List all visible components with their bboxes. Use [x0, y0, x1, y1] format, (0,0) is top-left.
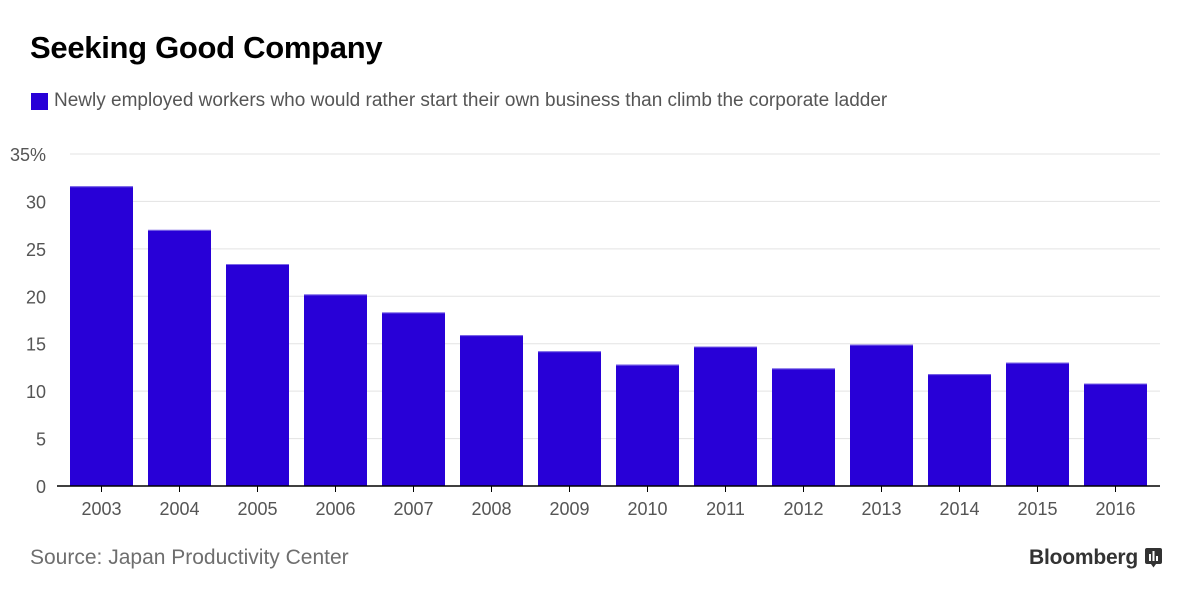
- brand-name: Bloomberg: [1029, 546, 1139, 569]
- x-tick-label: 2016: [1095, 499, 1135, 519]
- x-tick-label: 2007: [393, 499, 433, 519]
- bar-2006: [304, 294, 367, 486]
- x-tick-label: 2003: [81, 499, 121, 519]
- bar-2007: [382, 312, 445, 486]
- y-axis-ticks: 0 5 10 15 20 25 30 35%: [10, 145, 46, 497]
- x-tick-label: 2013: [861, 499, 901, 519]
- source-note: Source: Japan Productivity Center: [30, 546, 349, 569]
- x-tick-label: 2004: [159, 499, 199, 519]
- bar-2013: [850, 344, 913, 486]
- bar-2015: [1006, 362, 1069, 486]
- y-tick-label: 5: [36, 430, 46, 450]
- y-tick-label: 35%: [10, 145, 46, 165]
- y-tick-label: 30: [26, 192, 46, 212]
- x-tick-label: 2008: [471, 499, 511, 519]
- x-axis: 2003 2004 2005 2006 2007 2008 2009 2010 2011 2012…: [57, 485, 1160, 519]
- bar-2003: [70, 186, 133, 486]
- legend-label: Newly employed workers who would rather …: [54, 90, 888, 111]
- bar-2016: [1084, 383, 1147, 486]
- y-tick-label: 0: [36, 477, 46, 497]
- y-tick-label: 10: [26, 382, 46, 402]
- x-tick-label: 2015: [1017, 499, 1057, 519]
- bloomberg-logo: Bloomberg: [1029, 546, 1163, 570]
- bar-2010: [616, 364, 679, 486]
- bar-2008: [460, 335, 523, 486]
- bar-2005: [226, 264, 289, 486]
- x-tick-label: 2010: [627, 499, 667, 519]
- x-tick-label: 2009: [549, 499, 589, 519]
- bar-2004: [148, 229, 211, 486]
- bloomberg-chart-icon: [1145, 548, 1163, 568]
- legend: Newly employed workers who would rather …: [31, 90, 887, 112]
- y-tick-label: 15: [26, 335, 46, 355]
- bar-2012: [772, 368, 835, 486]
- y-tick-label: 25: [26, 240, 46, 260]
- x-tick-label: 2014: [939, 499, 979, 519]
- bar-2014: [928, 374, 991, 486]
- bar-2011: [694, 346, 757, 486]
- bar-2009: [538, 351, 601, 486]
- legend-swatch: [31, 92, 48, 110]
- chart-title: Seeking Good Company: [30, 30, 383, 65]
- x-tick-label: 2012: [783, 499, 823, 519]
- x-tick-label: 2011: [706, 499, 745, 519]
- x-tick-label: 2006: [315, 499, 355, 519]
- y-tick-label: 20: [26, 287, 46, 307]
- bars: [70, 186, 1147, 486]
- x-tick-label: 2005: [237, 499, 277, 519]
